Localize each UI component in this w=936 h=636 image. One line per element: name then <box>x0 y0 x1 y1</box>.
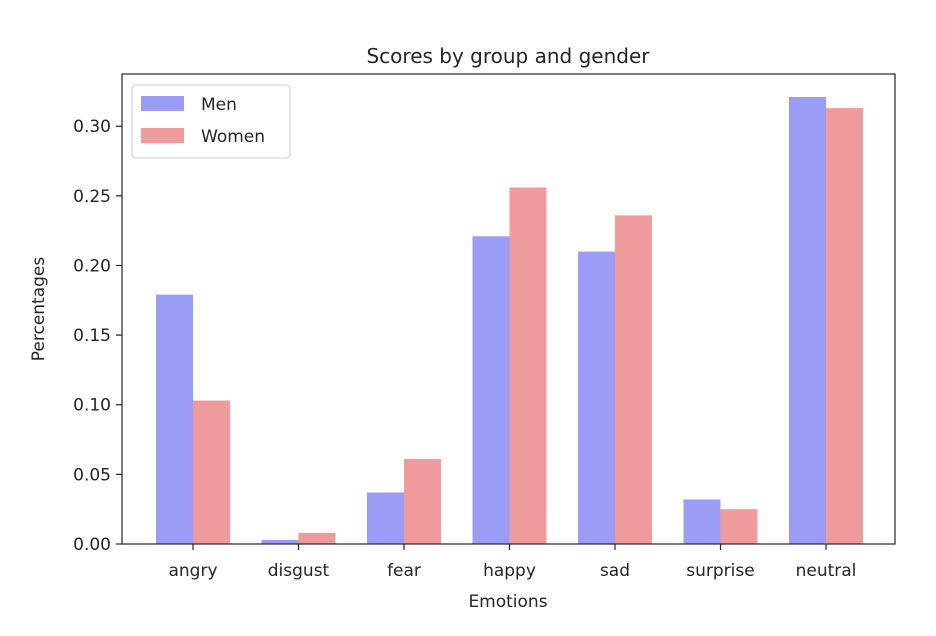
bars-layer <box>156 96 863 545</box>
bar-men-surprise <box>683 499 721 544</box>
y-tick-label: 0.10 <box>73 396 111 416</box>
x-tick-label-surprise: surprise <box>686 561 754 581</box>
legend-swatch-men <box>141 96 184 111</box>
bar-women-happy <box>509 187 547 544</box>
x-tick-label-happy: happy <box>483 561 536 581</box>
y-tick-label: 0.25 <box>73 187 111 207</box>
x-axis-label: Emotions <box>468 592 547 612</box>
legend-label-men: Men <box>201 95 237 115</box>
y-tick-label: 0.30 <box>73 117 111 137</box>
x-tick-label-angry: angry <box>168 561 217 581</box>
x-tick-label-fear: fear <box>387 561 421 581</box>
y-axis-label: Percentages <box>29 257 49 362</box>
bar-women-sad <box>615 215 652 544</box>
bar-women-neutral <box>826 108 863 545</box>
bar-men-happy <box>472 236 510 545</box>
legend: Men Women <box>131 84 291 159</box>
y-tick-label: 0.15 <box>73 326 111 346</box>
bar-men-neutral <box>789 96 826 544</box>
plot-frame <box>121 73 896 545</box>
bar-men-sad <box>578 251 615 544</box>
y-tick-label: 0.20 <box>73 256 111 276</box>
chart-title: Scores by group and gender <box>366 44 650 68</box>
legend-swatch-women <box>141 128 184 143</box>
x-tick-label-sad: sad <box>600 561 630 581</box>
y-tick-label: 0.00 <box>73 535 111 555</box>
bar-women-surprise <box>720 509 758 544</box>
y-tick-label: 0.05 <box>73 465 111 485</box>
x-tick-label-disgust: disgust <box>268 561 330 581</box>
bar-women-fear <box>404 459 441 544</box>
x-axis-ticks: angry disgust fear happy sad surprise neutral <box>168 544 856 581</box>
bar-women-angry <box>193 400 230 544</box>
bar-men-disgust <box>261 539 299 544</box>
legend-label-women: Women <box>201 127 265 147</box>
x-tick-label-neutral: neutral <box>796 561 857 581</box>
y-axis-ticks: 0.00 0.05 0.10 0.15 0.20 0.25 0.30 <box>73 117 122 555</box>
bar-men-fear <box>367 492 404 544</box>
bar-women-disgust <box>298 532 336 544</box>
bar-men-angry <box>156 294 193 544</box>
